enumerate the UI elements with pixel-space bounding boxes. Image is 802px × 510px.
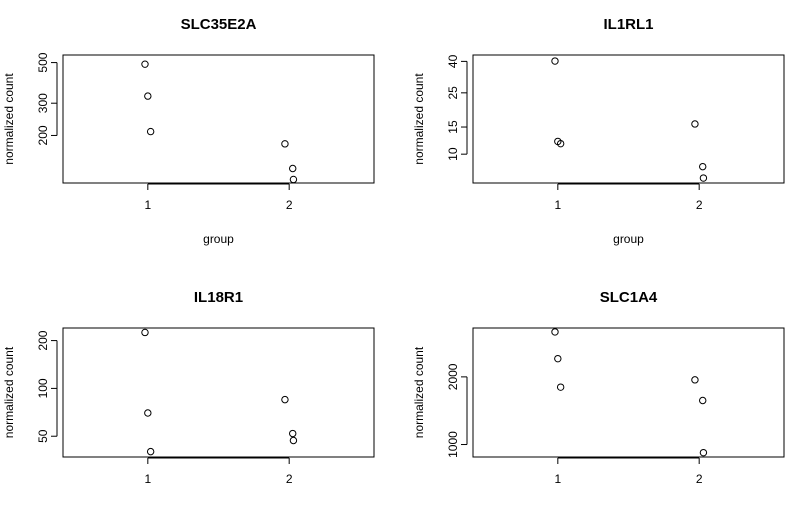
data-point <box>699 174 708 182</box>
panel-slc1a4: SLC1A4 1000 2000 1 2 normalized count <box>412 289 785 486</box>
y-tick-label: 25 <box>446 86 460 100</box>
x-tick-label: 2 <box>286 198 293 212</box>
data-point <box>289 175 298 184</box>
data-point <box>144 409 152 417</box>
data-point <box>144 92 152 100</box>
data-point <box>551 328 559 336</box>
x-axis-label: group <box>613 232 644 246</box>
y-tick-label: 1000 <box>446 431 460 458</box>
data-point <box>146 127 155 136</box>
data-point <box>146 447 155 456</box>
data-point <box>141 328 149 337</box>
data-point <box>281 140 289 148</box>
y-tick-label: 200 <box>36 125 50 145</box>
data-point <box>554 354 562 363</box>
y-tick-label: 100 <box>36 378 50 398</box>
panel-il1rl1: IL1RL1 10 15 25 40 1 2 normalized count group <box>412 16 785 246</box>
chart-title: IL1RL1 <box>603 16 653 33</box>
data-point <box>556 139 565 148</box>
y-tick-label: 2000 <box>446 363 460 390</box>
y-tick-label: 200 <box>36 330 50 350</box>
x-tick-label: 1 <box>144 472 151 486</box>
data-point <box>691 376 699 384</box>
data-point <box>691 120 699 128</box>
chart-title: SLC1A4 <box>600 289 658 306</box>
plot-frame <box>62 327 375 458</box>
x-tick-label: 1 <box>144 198 151 212</box>
y-tick-label: 15 <box>446 120 460 134</box>
x-tick-label: 2 <box>696 472 703 486</box>
data-point <box>699 162 707 171</box>
data-point <box>556 383 565 391</box>
panel-slc35e2a: SLC35E2A 200 300 500 1 2 normalized count group <box>2 16 375 246</box>
x-tick-label: 1 <box>554 472 561 486</box>
data-point <box>141 60 149 68</box>
data-point <box>289 164 297 173</box>
data-point <box>289 436 298 445</box>
plot-frame <box>472 54 785 184</box>
panel-il18r1: IL18R1 50 100 200 1 2 normalized count <box>2 289 375 486</box>
data-point <box>699 396 707 405</box>
y-axis-label: normalized count <box>412 73 426 165</box>
x-axis-label: group <box>203 232 234 246</box>
chart-title: IL18R1 <box>194 289 243 306</box>
x-tick-label: 1 <box>554 198 561 212</box>
y-tick-label: 10 <box>446 147 460 161</box>
data-point <box>551 57 559 65</box>
x-tick-label: 2 <box>286 472 293 486</box>
y-axis-label: normalized count <box>2 73 16 165</box>
chart-title: SLC35E2A <box>181 16 257 33</box>
y-axis-label: normalized count <box>412 346 426 438</box>
x-tick-label: 2 <box>696 198 703 212</box>
y-tick-label: 300 <box>36 93 50 113</box>
plot-frame <box>472 327 785 458</box>
data-point <box>281 395 289 404</box>
data-point <box>289 429 297 438</box>
data-point <box>699 448 708 457</box>
plot-frame <box>62 54 375 184</box>
y-tick-label: 500 <box>36 52 50 72</box>
y-axis-label: normalized count <box>2 346 16 438</box>
y-tick-label: 50 <box>36 429 50 443</box>
y-tick-label: 40 <box>446 54 460 68</box>
